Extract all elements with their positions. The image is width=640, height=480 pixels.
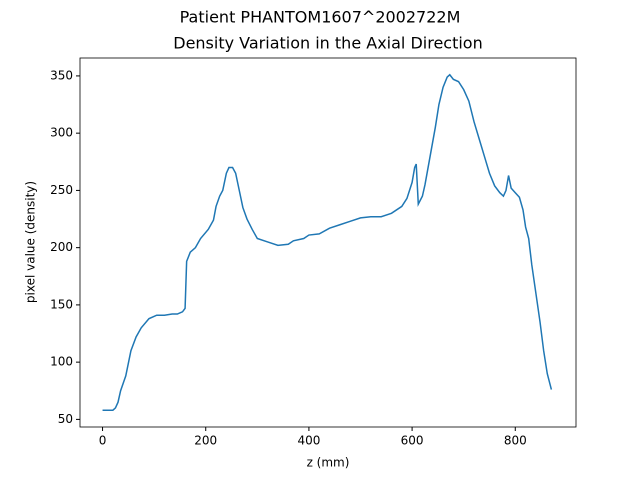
plot-frame xyxy=(79,57,577,428)
y-tick-label: 150 xyxy=(50,297,73,311)
y-axis-label: pixel value (density) xyxy=(24,181,38,303)
y-tick-label: 100 xyxy=(50,355,73,369)
data-line xyxy=(102,73,553,411)
x-tick-label: 400 xyxy=(297,434,320,448)
x-tick-label: 0 xyxy=(99,434,107,448)
chart-title: Density Variation in the Axial Direction xyxy=(173,34,482,53)
x-tick-label: 200 xyxy=(194,434,217,448)
x-tick-label: 600 xyxy=(401,434,424,448)
y-tick-label: 250 xyxy=(50,183,73,197)
x-axis-label: z (mm) xyxy=(307,456,350,470)
suptitle: Patient PHANTOM1607^2002722M xyxy=(180,8,461,27)
y-tick-label: 300 xyxy=(50,126,73,140)
y-tick-label: 50 xyxy=(58,412,73,426)
y-tick-label: 350 xyxy=(50,68,73,82)
x-tick-label: 800 xyxy=(504,434,527,448)
y-tick-label: 200 xyxy=(50,240,73,254)
